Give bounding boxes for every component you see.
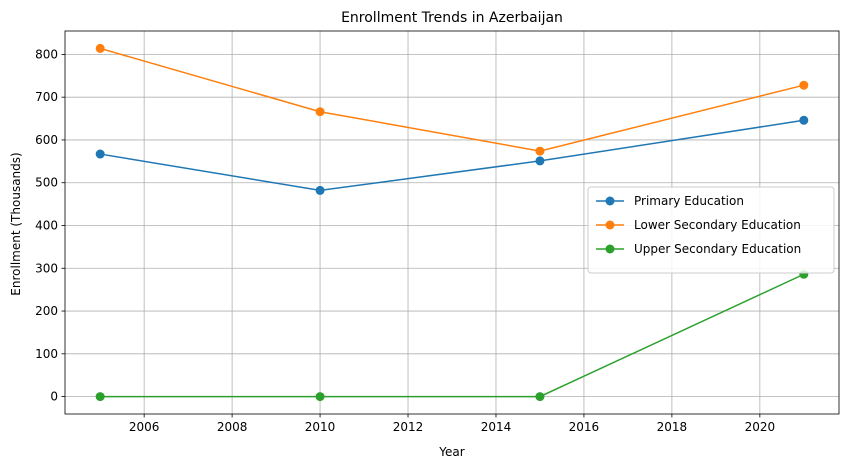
- x-axis-label: Year: [438, 445, 464, 459]
- x-tick-label: 2012: [393, 420, 424, 434]
- data-point: [315, 185, 325, 195]
- series-2: [95, 269, 809, 402]
- data-point: [535, 392, 545, 402]
- y-tick-label: 800: [35, 47, 58, 61]
- x-tick-label: 2006: [129, 420, 160, 434]
- x-tick-label: 2010: [305, 420, 336, 434]
- y-tick-label: 400: [35, 218, 58, 232]
- data-point: [315, 107, 325, 117]
- plot-frame: [64, 30, 840, 415]
- y-tick-label: 0: [50, 390, 58, 404]
- legend-entry: Primary Education: [596, 194, 744, 208]
- chart-title: Enrollment Trends in Azerbaijan: [341, 10, 563, 26]
- x-tick-label: 2014: [481, 420, 512, 434]
- y-tick-label: 100: [35, 347, 58, 361]
- ticks: 2006 2008 2010 2012 2014 2016 2018 2020 0 100 200 3…: [35, 47, 775, 434]
- x-tick-label: 2016: [569, 420, 600, 434]
- legend-label: Lower Secondary Education: [634, 218, 801, 232]
- series-line: [99, 47, 804, 152]
- x-tick-label: 2018: [657, 420, 688, 434]
- y-tick-label: 200: [35, 304, 58, 318]
- data-point: [799, 80, 809, 90]
- y-axis-label: Enrollment (Thousands): [9, 152, 23, 295]
- legend: Primary Education Lower Secondary Educati…: [587, 186, 835, 274]
- legend-marker: [605, 244, 615, 254]
- data-point: [535, 156, 545, 166]
- x-tick-label: 2008: [217, 420, 248, 434]
- y-tick-label: 600: [35, 133, 58, 147]
- legend-box: [587, 186, 835, 274]
- data-point: [799, 115, 809, 125]
- data-point: [315, 392, 325, 402]
- y-tick-label: 500: [35, 176, 58, 190]
- legend-entry: Upper Secondary Education: [596, 242, 801, 256]
- legend-label: Upper Secondary Education: [634, 242, 801, 256]
- series-0: [95, 115, 809, 195]
- series-1: [95, 43, 809, 156]
- legend-label: Primary Education: [634, 194, 744, 208]
- data-point: [95, 43, 105, 53]
- y-tick-label: 700: [35, 90, 58, 104]
- legend-entry: Lower Secondary Education: [596, 218, 801, 232]
- series-line: [100, 273, 805, 398]
- legend-marker: [605, 220, 615, 230]
- y-tick-label: 300: [35, 261, 58, 275]
- data-point: [535, 146, 545, 156]
- series-line: [100, 119, 804, 192]
- x-tick-label: 2020: [745, 420, 776, 434]
- data-point: [95, 149, 105, 159]
- legend-marker: [605, 196, 615, 206]
- data-point: [95, 392, 105, 402]
